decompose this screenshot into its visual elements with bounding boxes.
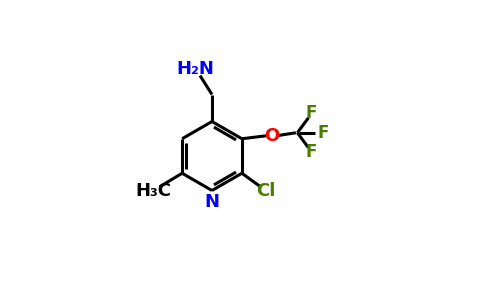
Text: F: F	[318, 124, 329, 142]
Text: F: F	[305, 143, 317, 161]
Text: H₃C: H₃C	[136, 182, 172, 200]
Text: H₂N: H₂N	[177, 60, 214, 78]
Text: F: F	[305, 104, 317, 122]
Text: O: O	[264, 127, 279, 145]
Text: Cl: Cl	[256, 182, 275, 200]
Text: N: N	[205, 193, 220, 211]
